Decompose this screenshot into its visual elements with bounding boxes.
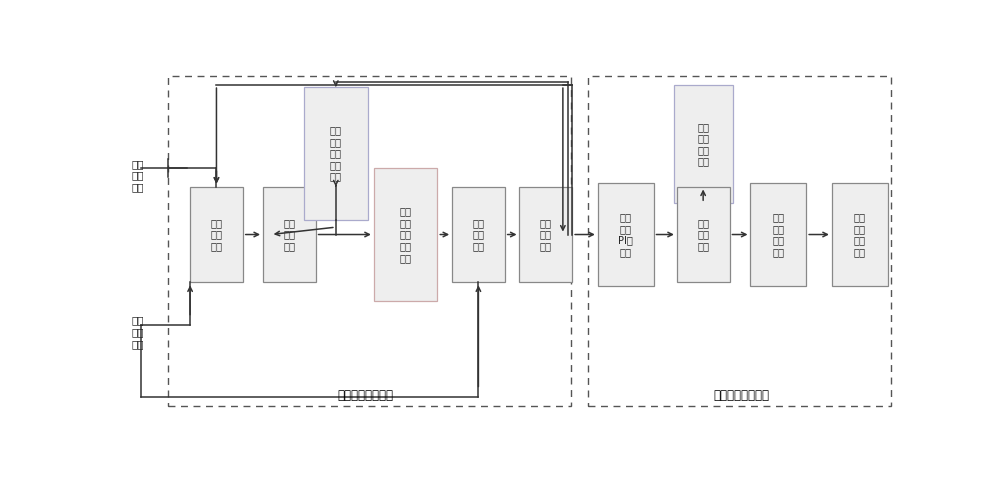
Bar <box>374 168 437 301</box>
Bar <box>598 183 654 286</box>
Text: 综合
扰动
传递
函数: 综合 扰动 传递 函数 <box>772 212 784 257</box>
Bar <box>519 187 572 283</box>
Bar <box>674 85 733 203</box>
Text: 微和
运算
模块: 微和 运算 模块 <box>283 218 295 251</box>
Bar <box>588 76 891 406</box>
Text: 微和
运算
模块: 微和 运算 模块 <box>697 218 709 251</box>
Text: 电压
调制
综合
扰动: 电压 调制 综合 扰动 <box>697 122 709 167</box>
Text: 调制
波指
令输
出量: 调制 波指 令输 出量 <box>854 212 866 257</box>
Text: 微和
运算
模块: 微和 运算 模块 <box>472 218 484 251</box>
Text: 微差
运算
模块: 微差 运算 模块 <box>540 218 552 251</box>
Text: 后向
通道
反馈
控制
算法: 后向 通道 反馈 控制 算法 <box>330 125 342 182</box>
Bar <box>190 187 243 283</box>
Bar <box>677 187 730 283</box>
Text: 电流外环控制系统: 电流外环控制系统 <box>337 389 393 402</box>
Bar <box>832 183 888 286</box>
Text: 电流
内环
PI控
制器: 电流 内环 PI控 制器 <box>618 212 633 257</box>
Bar <box>263 187 316 283</box>
Bar <box>168 76 571 406</box>
Text: 参考
指令
电流: 参考 指令 电流 <box>131 316 144 349</box>
Bar <box>750 183 806 286</box>
Bar <box>452 187 505 283</box>
Bar <box>304 87 368 220</box>
Text: 装置
输出
电流: 装置 输出 电流 <box>131 159 144 192</box>
Text: 前向
通道
调制
控制
算法: 前向 通道 调制 控制 算法 <box>400 206 412 262</box>
Text: 电流内环控制系统: 电流内环控制系统 <box>713 389 769 402</box>
Text: 微差
运算
模块: 微差 运算 模块 <box>210 218 222 251</box>
